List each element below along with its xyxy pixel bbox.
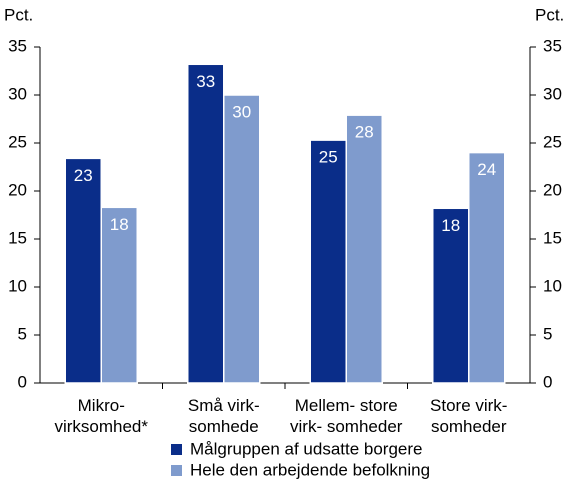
legend-swatch — [171, 465, 182, 476]
data-label: 23 — [74, 166, 93, 185]
bar — [345, 114, 383, 384]
y2-axis-label: Pct. — [535, 5, 564, 24]
legend-label: Hele den arbejdende befolkning — [190, 460, 430, 479]
y2-tick-label: 20 — [543, 180, 562, 199]
y-axis-label: Pct. — [4, 5, 33, 24]
bar — [432, 207, 470, 384]
y2-tick-label: 15 — [543, 228, 562, 247]
data-label: 25 — [319, 148, 338, 167]
y-tick-label: 15 — [8, 228, 27, 247]
x-tick-label: Små virk-somhede — [188, 396, 260, 436]
data-label: 18 — [110, 215, 129, 234]
legend-label: Målgruppen af udsatte borgere — [190, 439, 423, 458]
data-label: 24 — [477, 160, 496, 179]
y-tick-label: 35 — [8, 36, 27, 55]
data-label: 33 — [196, 72, 215, 91]
bar — [64, 157, 102, 384]
x-tick-label: Store virk-somheder — [430, 396, 507, 436]
bar — [100, 206, 138, 384]
y2-tick-label: 35 — [543, 36, 562, 55]
x-tick-label: Mikro-virksomhed* — [54, 396, 148, 436]
x-tick-label: Mellem- store virk- somheder — [290, 396, 403, 436]
data-label: 18 — [441, 216, 460, 235]
bar — [223, 94, 261, 384]
y-tick-label: 25 — [8, 132, 27, 151]
legend-swatch — [171, 444, 182, 455]
y-tick-label: 30 — [8, 84, 27, 103]
bar — [187, 63, 225, 384]
y2-tick-label: 5 — [543, 324, 552, 343]
y2-tick-label: 0 — [543, 372, 552, 391]
data-label: 28 — [355, 123, 374, 142]
y2-tick-label: 10 — [543, 276, 562, 295]
bar — [309, 139, 347, 384]
y-tick-label: 20 — [8, 180, 27, 199]
y2-tick-label: 30 — [543, 84, 562, 103]
y-tick-label: 10 — [8, 276, 27, 295]
y2-tick-label: 25 — [543, 132, 562, 151]
data-label: 30 — [232, 102, 251, 121]
bar — [468, 151, 506, 384]
y-tick-label: 0 — [18, 372, 27, 391]
y-tick-label: 5 — [18, 324, 27, 343]
